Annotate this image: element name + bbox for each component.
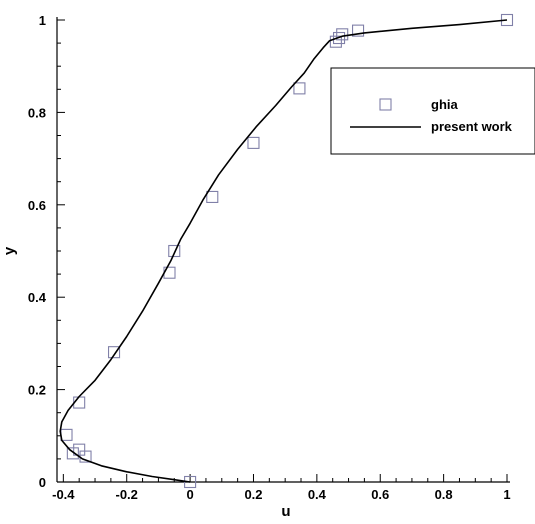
ghia-marker: [60, 428, 73, 441]
x-tick-label: 1: [503, 487, 510, 502]
y-tick-label: 1: [39, 13, 46, 28]
ghia-marker: [329, 35, 342, 48]
x-axis-label: u: [281, 503, 290, 519]
x-tick-label: 0.4: [308, 487, 327, 502]
series-line-present-work: [59, 19, 508, 483]
axes: -0.4 -0.2 0 0.2 0.4 0.6 0.8 1 0 0.2 0.4 0.6 0.8 1: [28, 13, 511, 502]
legend: ghia present work: [330, 67, 535, 155]
x-tick-label: -0.2: [116, 487, 138, 502]
ghia-marker: [168, 244, 181, 258]
legend-box: [330, 67, 535, 155]
ghia-marker: [73, 443, 86, 456]
y-tick-label: 0.8: [28, 105, 46, 120]
ghia-marker: [336, 28, 349, 41]
ghia-marker: [206, 190, 219, 203]
ghia-marker: [293, 82, 306, 95]
ghia-marker: [352, 24, 365, 37]
ghia-marker: [66, 447, 79, 460]
x-tick-label: 0.6: [371, 487, 389, 502]
y-axis-label: y: [1, 246, 18, 255]
legend-label-ghia: ghia: [431, 97, 458, 112]
ghia-marker: [332, 31, 346, 45]
x-tick-label: 0: [186, 487, 193, 502]
y-tick-label: 0.4: [28, 290, 47, 305]
y-tick-label: 0.2: [28, 383, 46, 398]
y-tick-label: 0: [39, 475, 46, 490]
legend-marker-ghia: [379, 98, 392, 111]
x-tick-label: -0.4: [52, 487, 75, 502]
ghia-marker: [247, 136, 260, 149]
y-tick-label: 0.6: [28, 198, 46, 213]
x-tick-label: 0.8: [435, 487, 453, 502]
series-layer: [59, 13, 514, 489]
legend-label-present-work: present work: [431, 119, 513, 134]
x-tick-label: 0.2: [244, 487, 262, 502]
ghia-marker: [107, 346, 121, 359]
